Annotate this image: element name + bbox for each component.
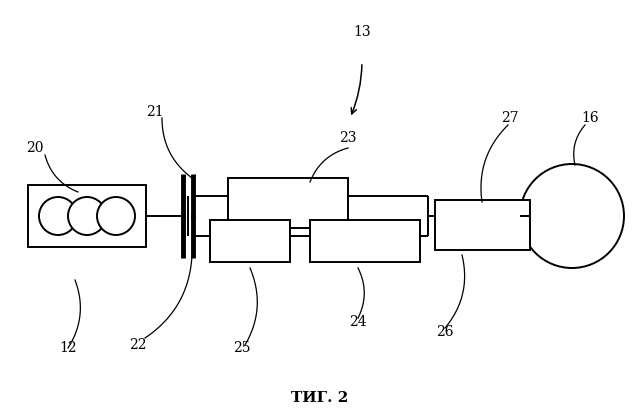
Text: ΤИГ. 2: ΤИГ. 2 (291, 391, 349, 405)
Text: 21: 21 (146, 105, 164, 119)
Circle shape (97, 197, 135, 235)
Text: 22: 22 (129, 338, 147, 352)
Circle shape (68, 197, 106, 235)
Bar (28, 185, 146, 247)
Bar (435, 200, 530, 250)
Text: 26: 26 (436, 325, 454, 339)
Text: 25: 25 (233, 341, 251, 355)
Circle shape (39, 197, 77, 235)
Text: 12: 12 (59, 341, 77, 355)
Text: 23: 23 (339, 131, 356, 145)
Text: 13: 13 (353, 25, 371, 39)
Bar (228, 178, 348, 228)
Text: 16: 16 (581, 111, 599, 125)
Text: 27: 27 (501, 111, 519, 125)
Bar (310, 220, 420, 262)
Circle shape (520, 164, 624, 268)
Bar (210, 220, 290, 262)
Text: 24: 24 (349, 315, 367, 329)
Text: 20: 20 (26, 141, 44, 155)
